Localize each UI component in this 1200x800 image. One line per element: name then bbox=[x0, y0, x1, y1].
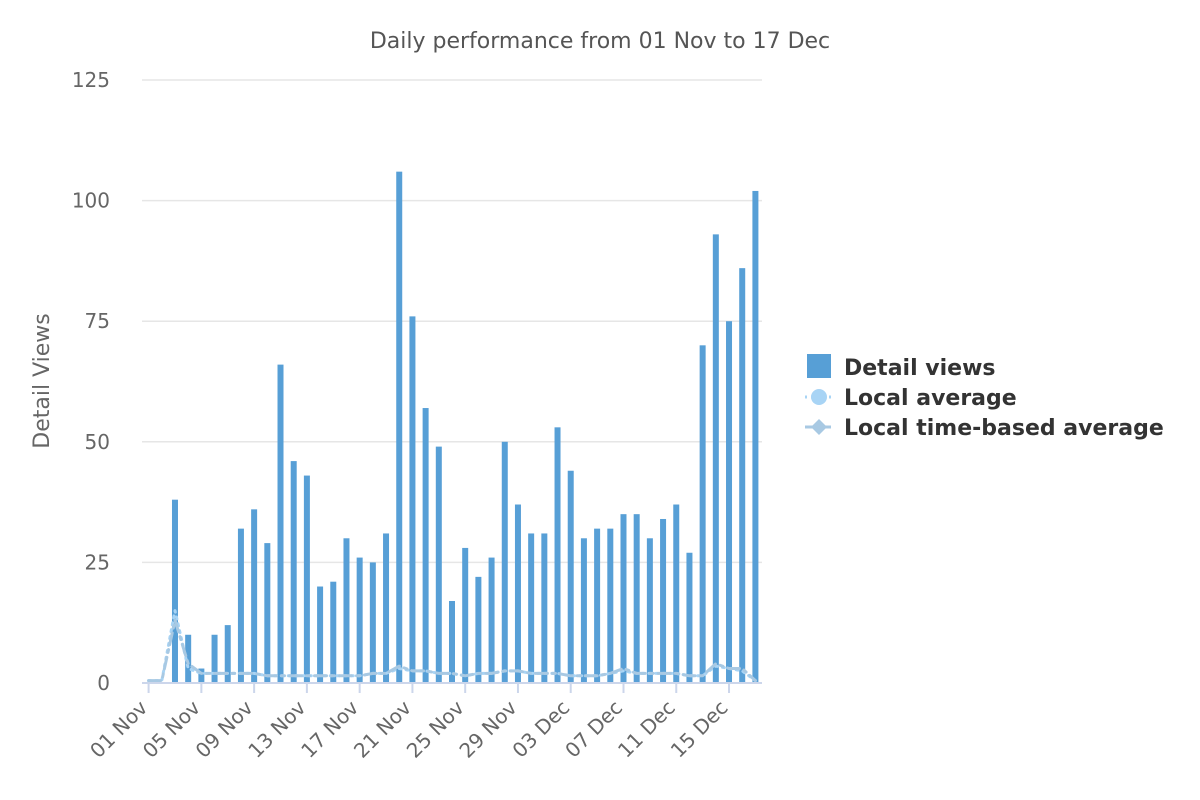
x-tick-label: 01 Nov bbox=[85, 695, 152, 762]
grid-layer bbox=[142, 79, 762, 684]
bar[interactable] bbox=[541, 533, 548, 683]
bar[interactable] bbox=[277, 364, 284, 683]
bar[interactable] bbox=[317, 586, 324, 683]
legend-label: Detail views bbox=[844, 356, 996, 381]
series-line[interactable] bbox=[147, 618, 757, 683]
bar[interactable] bbox=[633, 514, 640, 683]
x-tick-label: 11 Dec bbox=[613, 696, 680, 763]
x-tick-label: 05 Nov bbox=[138, 695, 205, 762]
bar[interactable] bbox=[673, 504, 680, 683]
bar[interactable] bbox=[449, 600, 455, 683]
bar[interactable] bbox=[343, 538, 350, 683]
x-tick-label: 21 Nov bbox=[349, 695, 416, 762]
y-tick-label: 75 bbox=[85, 309, 110, 333]
x-tick-label: 03 Dec bbox=[507, 696, 574, 763]
bar[interactable] bbox=[488, 557, 495, 683]
x-tick-label: 13 Nov bbox=[243, 695, 310, 762]
chart-title: Daily performance from 01 Nov to 17 Dec bbox=[370, 29, 830, 54]
legend[interactable]: Detail views Local average Local time-base… bbox=[805, 354, 1164, 441]
bar[interactable] bbox=[251, 509, 258, 683]
bar[interactable] bbox=[514, 504, 521, 683]
line-series bbox=[147, 609, 757, 683]
bar[interactable] bbox=[369, 562, 376, 683]
bar[interactable] bbox=[726, 321, 733, 683]
bar[interactable] bbox=[198, 668, 205, 683]
bar[interactable] bbox=[171, 499, 178, 683]
bar[interactable] bbox=[594, 528, 601, 683]
x-tick-label: 25 Nov bbox=[402, 695, 469, 762]
bar[interactable] bbox=[580, 538, 587, 683]
bar[interactable] bbox=[620, 514, 627, 683]
x-tick-label: 15 Dec bbox=[666, 696, 733, 763]
bar[interactable] bbox=[712, 234, 719, 684]
y-axis-ticks: 0 25 50 75 100 125 bbox=[72, 68, 110, 695]
bar[interactable] bbox=[224, 625, 231, 683]
x-tick-label: 17 Nov bbox=[296, 695, 363, 762]
y-tick-label: 0 bbox=[97, 671, 110, 695]
bar[interactable] bbox=[567, 470, 574, 683]
y-tick-label: 100 bbox=[72, 189, 110, 213]
circle-marker-icon bbox=[811, 389, 827, 405]
bar[interactable] bbox=[303, 475, 310, 683]
bar[interactable] bbox=[290, 461, 297, 683]
legend-item[interactable]: Local time-based average bbox=[805, 416, 1164, 441]
bar[interactable] bbox=[264, 543, 271, 683]
bar[interactable] bbox=[646, 538, 653, 683]
bar[interactable] bbox=[699, 345, 706, 683]
x-tick-label: 09 Nov bbox=[191, 695, 258, 762]
x-tick-label: 07 Dec bbox=[560, 696, 627, 763]
bar[interactable] bbox=[211, 634, 218, 683]
bar[interactable] bbox=[396, 171, 403, 683]
bar[interactable] bbox=[237, 528, 244, 683]
bar[interactable] bbox=[475, 576, 482, 683]
legend-item[interactable]: Local average bbox=[805, 386, 1017, 411]
diamond-marker-icon bbox=[811, 419, 827, 435]
legend-label: Local average bbox=[844, 386, 1017, 411]
bar[interactable] bbox=[356, 557, 363, 683]
bar[interactable] bbox=[422, 408, 429, 683]
bar[interactable] bbox=[435, 446, 442, 683]
bar-series bbox=[171, 171, 759, 684]
y-axis-label: Detail Views bbox=[30, 313, 55, 448]
x-tick-label: 29 Nov bbox=[454, 695, 521, 762]
bar[interactable] bbox=[383, 533, 390, 683]
bar[interactable] bbox=[409, 316, 416, 683]
bar[interactable] bbox=[185, 634, 192, 683]
bar[interactable] bbox=[686, 552, 693, 683]
bar[interactable] bbox=[528, 533, 535, 683]
y-tick-label: 25 bbox=[85, 550, 110, 574]
bar[interactable] bbox=[607, 528, 614, 683]
bar[interactable] bbox=[739, 268, 746, 683]
legend-label: Local time-based average bbox=[844, 416, 1164, 441]
bar[interactable] bbox=[501, 441, 508, 683]
y-tick-label: 125 bbox=[72, 68, 110, 92]
bar[interactable] bbox=[752, 190, 759, 683]
y-tick-label: 50 bbox=[85, 430, 110, 454]
legend-item[interactable]: Detail views bbox=[807, 354, 996, 381]
bar[interactable] bbox=[462, 547, 469, 683]
legend-swatch-bar bbox=[807, 354, 831, 378]
bar[interactable] bbox=[660, 518, 667, 683]
bar[interactable] bbox=[330, 581, 337, 683]
bar[interactable] bbox=[554, 427, 561, 683]
